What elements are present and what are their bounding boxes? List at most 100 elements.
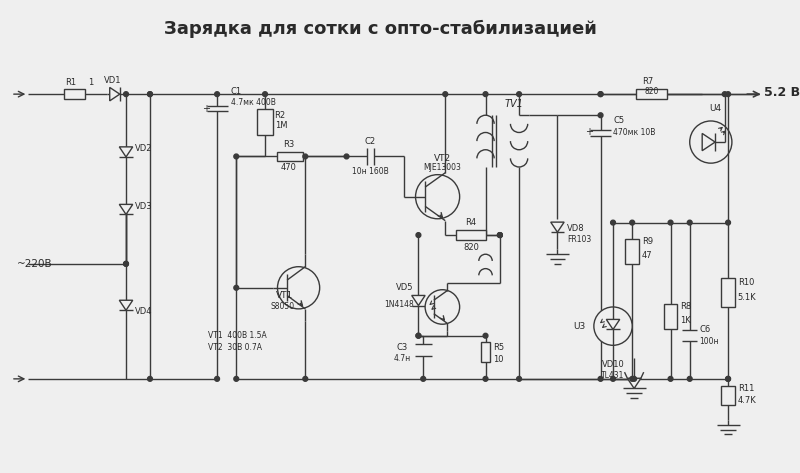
Bar xyxy=(277,152,303,161)
Text: C2: C2 xyxy=(365,137,376,146)
Text: 820: 820 xyxy=(644,87,658,96)
Text: ~220В: ~220В xyxy=(17,259,53,269)
Polygon shape xyxy=(412,296,425,306)
Polygon shape xyxy=(119,300,133,310)
Bar xyxy=(664,304,678,329)
Circle shape xyxy=(610,377,615,381)
Circle shape xyxy=(517,92,522,96)
Text: C3: C3 xyxy=(397,343,408,352)
Circle shape xyxy=(124,92,129,96)
Text: U3: U3 xyxy=(574,322,586,331)
Text: R4: R4 xyxy=(466,218,477,227)
Circle shape xyxy=(598,377,603,381)
Text: C5: C5 xyxy=(613,115,624,124)
Polygon shape xyxy=(702,133,715,151)
Bar xyxy=(456,230,486,240)
Circle shape xyxy=(234,377,238,381)
Text: FR103: FR103 xyxy=(567,236,591,245)
Text: VD8: VD8 xyxy=(567,224,585,233)
Circle shape xyxy=(726,92,730,96)
Circle shape xyxy=(303,377,308,381)
Circle shape xyxy=(483,333,488,338)
Text: 47: 47 xyxy=(642,251,653,260)
Text: 1K: 1K xyxy=(680,316,691,325)
Circle shape xyxy=(416,333,421,338)
Circle shape xyxy=(687,220,692,225)
Text: VT2: VT2 xyxy=(434,154,451,163)
Text: U4: U4 xyxy=(710,104,722,113)
Text: 5.1K: 5.1K xyxy=(738,293,756,302)
Bar xyxy=(722,385,734,405)
Text: C1: C1 xyxy=(230,87,242,96)
Circle shape xyxy=(726,220,730,225)
Text: VT2  30В 0.7А: VT2 30В 0.7А xyxy=(207,343,262,352)
Text: C6: C6 xyxy=(699,325,710,334)
Text: R5: R5 xyxy=(493,343,504,352)
Text: 470: 470 xyxy=(281,164,297,173)
Circle shape xyxy=(278,267,320,309)
Circle shape xyxy=(443,92,448,96)
Polygon shape xyxy=(550,222,564,232)
Circle shape xyxy=(722,92,727,96)
Text: +: + xyxy=(202,104,210,114)
Text: R7: R7 xyxy=(642,77,653,86)
Text: VD4: VD4 xyxy=(134,307,152,316)
Circle shape xyxy=(726,377,730,381)
Circle shape xyxy=(124,262,129,266)
Circle shape xyxy=(147,377,152,381)
Circle shape xyxy=(421,377,426,381)
Circle shape xyxy=(668,377,673,381)
Text: 4.7K: 4.7K xyxy=(738,396,757,405)
Text: VD3: VD3 xyxy=(134,202,152,211)
Text: 1N4148: 1N4148 xyxy=(384,299,414,308)
Text: VD5: VD5 xyxy=(396,283,414,292)
Text: Зарядка для сотки с опто-стабилизацией: Зарядка для сотки с опто-стабилизацией xyxy=(164,20,597,38)
Text: R2: R2 xyxy=(274,111,286,120)
Circle shape xyxy=(690,121,732,163)
Circle shape xyxy=(498,233,502,237)
Circle shape xyxy=(498,233,502,237)
Text: TL431: TL431 xyxy=(601,371,625,380)
Circle shape xyxy=(483,92,488,96)
Circle shape xyxy=(594,307,632,345)
Circle shape xyxy=(632,377,637,381)
Text: R1: R1 xyxy=(66,78,77,87)
Text: S8050: S8050 xyxy=(270,302,294,311)
Circle shape xyxy=(262,92,267,96)
Circle shape xyxy=(234,285,238,290)
Circle shape xyxy=(415,175,460,219)
Text: VD2: VD2 xyxy=(134,144,152,153)
Text: 4.7н: 4.7н xyxy=(394,354,410,363)
Polygon shape xyxy=(110,88,120,101)
Text: R9: R9 xyxy=(642,237,653,246)
Circle shape xyxy=(630,377,634,381)
Circle shape xyxy=(147,92,152,96)
Circle shape xyxy=(416,233,421,237)
Bar xyxy=(636,89,666,99)
Circle shape xyxy=(598,92,603,96)
Polygon shape xyxy=(119,147,133,157)
Text: R3: R3 xyxy=(283,140,294,149)
Text: 1: 1 xyxy=(88,78,93,87)
Text: VT1  400В 1.5А: VT1 400В 1.5А xyxy=(207,331,266,340)
Circle shape xyxy=(303,154,308,159)
Text: R8: R8 xyxy=(680,302,691,311)
Text: 100н: 100н xyxy=(699,337,719,346)
Polygon shape xyxy=(606,319,620,330)
Text: 820: 820 xyxy=(463,243,479,252)
Text: MJE13003: MJE13003 xyxy=(423,164,462,173)
Circle shape xyxy=(425,289,460,324)
Text: 5.2 В: 5.2 В xyxy=(763,86,800,99)
Circle shape xyxy=(498,233,502,237)
Circle shape xyxy=(610,220,615,225)
Text: VD1: VD1 xyxy=(104,76,122,85)
Circle shape xyxy=(668,220,673,225)
Polygon shape xyxy=(627,378,641,388)
Text: 4.7мк 400В: 4.7мк 400В xyxy=(230,98,275,107)
Bar xyxy=(64,89,85,99)
Circle shape xyxy=(687,377,692,381)
Circle shape xyxy=(124,262,129,266)
Circle shape xyxy=(214,92,219,96)
Circle shape xyxy=(726,377,730,381)
Circle shape xyxy=(214,377,219,381)
